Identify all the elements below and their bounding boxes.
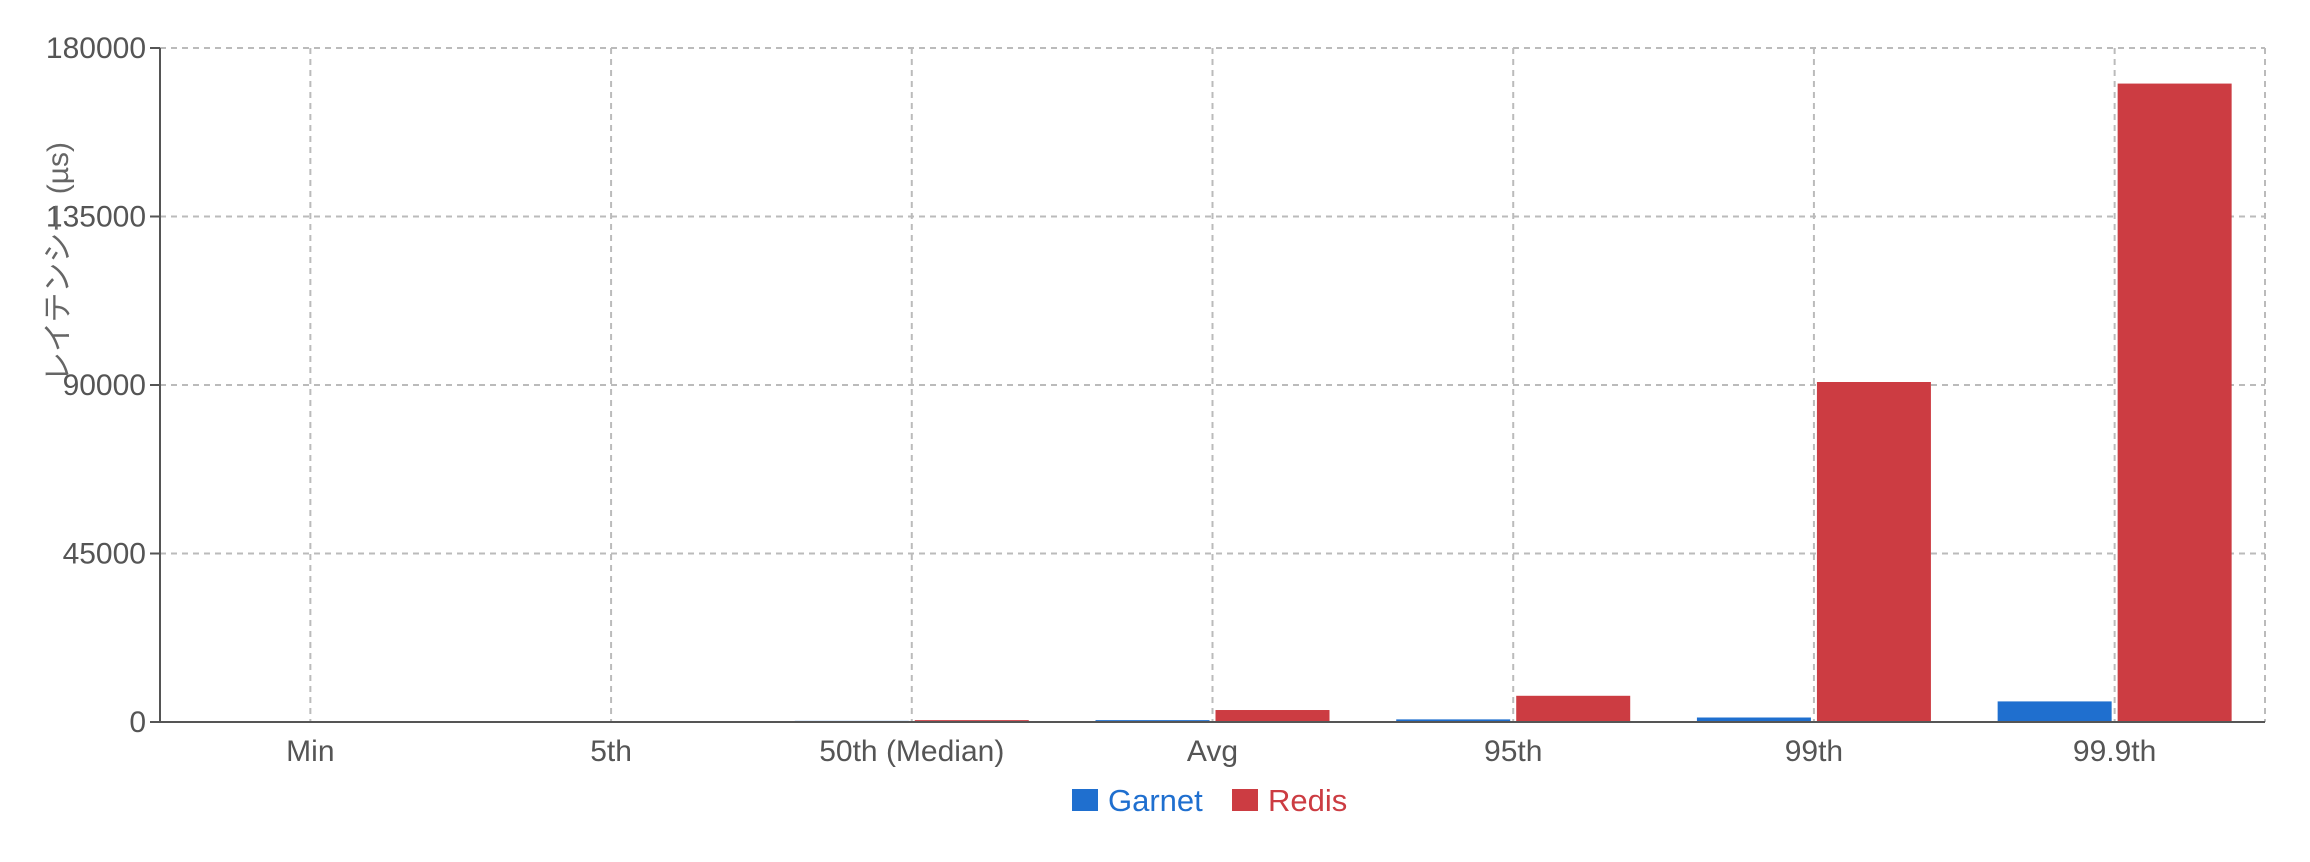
x-tick-label: 99th: [1785, 735, 1843, 768]
bar-garnet-6[interactable]: [1997, 701, 2112, 722]
y-tick-label: 0: [129, 706, 146, 739]
legend-item-redis[interactable]: Redis: [1232, 783, 1347, 818]
y-tick-label: 180000: [46, 32, 146, 65]
legend-item-garnet[interactable]: Garnet: [1072, 783, 1203, 818]
bars: [193, 83, 2232, 723]
y-tick-label: 45000: [63, 538, 146, 571]
grid-lines: [160, 47, 2266, 722]
y-tick-labels: 0 45000 90000 135000 180000: [46, 32, 146, 739]
x-tick-labels: Min 5th 50th (Median) Avg 95th 99th 99.9th: [286, 735, 2156, 768]
x-tick-label: 5th: [590, 735, 632, 768]
bar-redis-4[interactable]: [1516, 695, 1631, 722]
y-tick-label: 90000: [63, 369, 146, 402]
bar-garnet-4[interactable]: [1396, 719, 1511, 722]
legend[interactable]: Garnet Redis: [1072, 783, 1347, 818]
x-tick-label: 95th: [1484, 735, 1542, 768]
bar-redis-6[interactable]: [2117, 83, 2232, 723]
bar-garnet-5[interactable]: [1696, 717, 1811, 722]
x-tick-label: Avg: [1187, 735, 1238, 768]
legend-swatch: [1072, 789, 1098, 811]
y-axis-title: レイテンシー (µs): [42, 142, 75, 382]
legend-label: Garnet: [1108, 783, 1203, 818]
x-tick-label: Min: [286, 735, 334, 768]
bar-redis-5[interactable]: [1816, 382, 1931, 722]
x-tick-label: 50th (Median): [819, 735, 1004, 768]
legend-swatch: [1232, 789, 1258, 811]
legend-label: Redis: [1268, 783, 1347, 818]
bar-redis-3[interactable]: [1215, 710, 1330, 722]
axes: [150, 47, 2265, 723]
x-tick-label: 99.9th: [2073, 735, 2156, 768]
y-tick-label: 135000: [46, 201, 146, 234]
